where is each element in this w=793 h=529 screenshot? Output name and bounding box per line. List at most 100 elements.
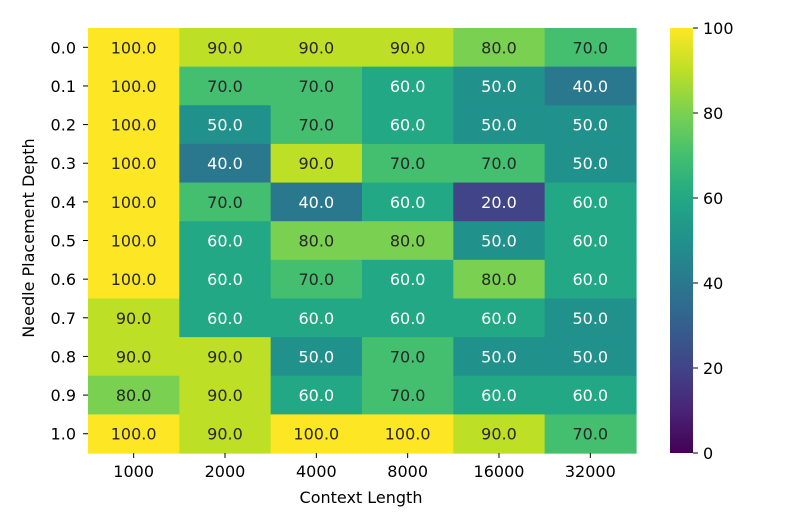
cell-value-label: 70.0 <box>299 270 335 289</box>
y-tick-label: 0.0 <box>51 38 76 57</box>
cell-value-label: 70.0 <box>390 154 426 173</box>
heatmap-cell <box>88 143 180 184</box>
heatmap-cell <box>453 105 546 145</box>
cell-value-label: 80.0 <box>481 270 517 289</box>
cell-value-label: 100.0 <box>111 270 157 289</box>
heatmap-cell <box>270 298 363 338</box>
heatmap-cell <box>270 375 363 415</box>
cell-value-label: 100.0 <box>385 425 431 444</box>
heatmap-cell <box>88 414 180 454</box>
cell-value-label: 90.0 <box>207 386 243 405</box>
cell-value-label: 60.0 <box>481 309 517 328</box>
cell-value-label: 60.0 <box>572 270 608 289</box>
cell-value-label: 70.0 <box>572 38 608 57</box>
heatmap-cell <box>270 337 363 377</box>
cell-value-label: 90.0 <box>481 425 517 444</box>
heatmap-cell <box>544 259 637 300</box>
cell-value-label: 50.0 <box>207 116 243 135</box>
cell-value-label: 60.0 <box>572 193 608 212</box>
cell-value-label: 50.0 <box>481 232 517 251</box>
colorbar <box>670 28 693 453</box>
cell-value-label: 40.0 <box>207 154 243 173</box>
cell-value-label: 90.0 <box>207 347 243 366</box>
cell-value-label: 50.0 <box>481 116 517 135</box>
heatmap-cell <box>544 28 637 68</box>
cell-value-label: 90.0 <box>116 347 152 366</box>
heatmap-cell <box>544 66 637 106</box>
heatmap-cell <box>179 143 272 184</box>
heatmap-cell <box>179 105 272 145</box>
cell-value-label: 60.0 <box>390 309 426 328</box>
heatmap-cell <box>453 375 546 415</box>
cell-value-label: 60.0 <box>390 77 426 96</box>
heatmap-cell <box>270 182 363 222</box>
heatmap-cell <box>88 221 180 261</box>
cell-value-label: 50.0 <box>299 347 335 366</box>
cell-value-label: 60.0 <box>390 270 426 289</box>
cell-value-label: 80.0 <box>116 386 152 405</box>
cell-value-label: 80.0 <box>299 232 335 251</box>
cell-value-label: 70.0 <box>572 425 608 444</box>
cell-value-label: 50.0 <box>481 77 517 96</box>
heatmap-cell <box>179 66 272 106</box>
cell-value-label: 60.0 <box>299 386 335 405</box>
cell-value-label: 90.0 <box>116 309 152 328</box>
heatmap-cell <box>270 259 363 300</box>
x-axis-label: Context Length <box>300 488 423 507</box>
heatmap-cell <box>270 105 363 145</box>
heatmap-cell <box>270 66 363 106</box>
heatmap-cell <box>179 298 272 338</box>
heatmap-cell <box>88 182 180 222</box>
heatmap-cell <box>544 105 637 145</box>
cell-value-label: 60.0 <box>299 309 335 328</box>
heatmap-cell <box>453 259 546 300</box>
colorbar-tick-label: 40 <box>703 274 723 293</box>
cell-value-label: 60.0 <box>572 386 608 405</box>
cell-value-label: 50.0 <box>572 154 608 173</box>
heatmap-cell <box>270 221 363 261</box>
heatmap-cell <box>453 337 546 377</box>
cell-value-label: 70.0 <box>481 154 517 173</box>
heatmap-cell <box>88 105 180 145</box>
y-tick-label: 0.8 <box>51 347 76 366</box>
heatmap-cell <box>544 375 637 415</box>
cell-value-label: 60.0 <box>572 232 608 251</box>
cell-value-label: 80.0 <box>481 38 517 57</box>
heatmap-cell <box>88 28 180 68</box>
y-tick-label: 1.0 <box>51 425 76 444</box>
cell-value-label: 90.0 <box>299 154 335 173</box>
heatmap-cell <box>361 66 454 106</box>
heatmap-cell <box>544 414 637 454</box>
cell-value-label: 100.0 <box>111 232 157 251</box>
cell-value-label: 100.0 <box>111 116 157 135</box>
cell-value-label: 100.0 <box>111 38 157 57</box>
heatmap-cell <box>361 28 454 68</box>
heatmap-cell <box>453 182 546 222</box>
heatmap-cell <box>179 337 272 377</box>
x-tick-label: 1000 <box>113 462 154 481</box>
cell-value-label: 60.0 <box>207 309 243 328</box>
cell-value-label: 70.0 <box>390 347 426 366</box>
x-tick-label: 8000 <box>387 462 428 481</box>
cell-value-label: 60.0 <box>207 232 243 251</box>
cell-value-label: 100.0 <box>111 193 157 212</box>
y-axis-ticks: 0.0 0.1 0.2 0.3 0.4 0.5 0.6 0.7 0.8 0.9 1.0 <box>51 38 88 444</box>
cell-value-label: 100.0 <box>111 154 157 173</box>
x-tick-label: 2000 <box>205 462 246 481</box>
y-tick-label: 0.3 <box>51 154 76 173</box>
cell-value-label: 90.0 <box>207 38 243 57</box>
colorbar-tick-label: 100 <box>703 19 734 38</box>
colorbar-tick-label: 0 <box>703 444 713 463</box>
heatmap-cell <box>179 259 272 300</box>
heatmap-cell <box>544 143 637 184</box>
cell-value-label: 90.0 <box>390 38 426 57</box>
heatmap-cell <box>453 221 546 261</box>
heatmap-cell <box>453 414 546 454</box>
cell-value-label: 40.0 <box>299 193 335 212</box>
heatmap-cell <box>361 105 454 145</box>
heatmap-cells: 100.0 90.0 90.0 90.0 80.0 70.0 100.0 70.0 70.0 60… <box>88 28 637 454</box>
cell-value-label: 100.0 <box>111 77 157 96</box>
x-tick-label: 32000 <box>565 462 616 481</box>
cell-value-label: 60.0 <box>481 386 517 405</box>
